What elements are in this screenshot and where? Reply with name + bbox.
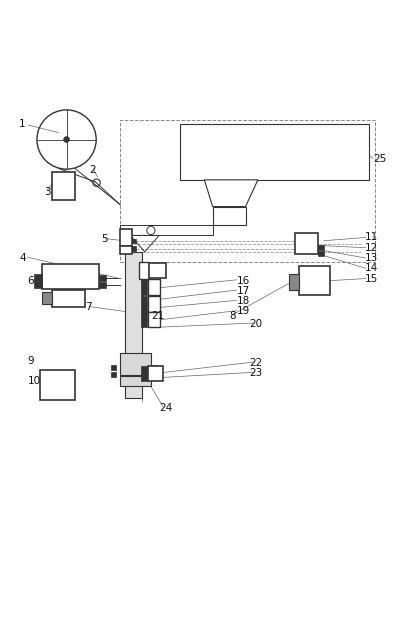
Bar: [120, 225, 213, 235]
Bar: [213, 207, 246, 225]
Bar: [120, 229, 132, 245]
Bar: [149, 263, 166, 278]
Circle shape: [64, 136, 70, 143]
Bar: [295, 234, 317, 254]
Bar: [100, 275, 106, 281]
Text: 10: 10: [28, 376, 40, 386]
Text: 17: 17: [237, 286, 251, 296]
Text: 16: 16: [237, 275, 251, 285]
Bar: [152, 373, 157, 378]
Text: 23: 23: [250, 368, 263, 378]
Bar: [148, 312, 160, 327]
Bar: [138, 262, 149, 278]
Bar: [42, 292, 52, 304]
Text: 1: 1: [19, 119, 26, 130]
Text: 13: 13: [365, 253, 378, 263]
Bar: [42, 264, 100, 289]
Text: 9: 9: [28, 356, 34, 366]
Bar: [35, 274, 42, 280]
Bar: [132, 247, 136, 250]
Polygon shape: [204, 180, 258, 207]
Text: 15: 15: [365, 273, 378, 283]
Text: 6: 6: [28, 275, 34, 285]
Text: 24: 24: [159, 403, 172, 413]
Bar: [180, 125, 369, 180]
Bar: [40, 370, 75, 400]
Text: 11: 11: [365, 232, 378, 242]
Bar: [299, 266, 330, 295]
Bar: [141, 366, 147, 381]
Bar: [141, 296, 147, 312]
Bar: [141, 278, 147, 295]
Bar: [141, 312, 147, 327]
Bar: [35, 281, 42, 288]
Bar: [111, 365, 116, 370]
Bar: [120, 353, 151, 375]
Text: 3: 3: [44, 187, 50, 197]
Bar: [289, 273, 299, 290]
Bar: [120, 376, 151, 386]
Text: 18: 18: [237, 296, 251, 307]
Text: 8: 8: [229, 311, 236, 321]
Text: 21: 21: [151, 311, 164, 321]
Bar: [317, 245, 324, 250]
Bar: [52, 290, 85, 307]
Text: 7: 7: [85, 302, 92, 312]
Text: 12: 12: [365, 243, 378, 253]
Bar: [120, 120, 375, 262]
Bar: [126, 252, 142, 398]
Text: 22: 22: [250, 358, 263, 368]
Text: 2: 2: [89, 164, 96, 174]
Text: 25: 25: [373, 155, 386, 164]
Bar: [111, 373, 116, 378]
Text: 20: 20: [250, 319, 263, 329]
Bar: [132, 239, 136, 243]
Bar: [317, 251, 324, 256]
Bar: [52, 173, 75, 201]
Bar: [148, 296, 160, 312]
Text: 19: 19: [237, 307, 251, 316]
Bar: [148, 278, 160, 295]
Text: 14: 14: [365, 264, 378, 273]
Text: 5: 5: [101, 234, 108, 244]
Bar: [152, 365, 157, 370]
Bar: [120, 245, 132, 254]
Text: 4: 4: [19, 253, 26, 263]
Bar: [100, 282, 106, 288]
Bar: [148, 366, 163, 381]
